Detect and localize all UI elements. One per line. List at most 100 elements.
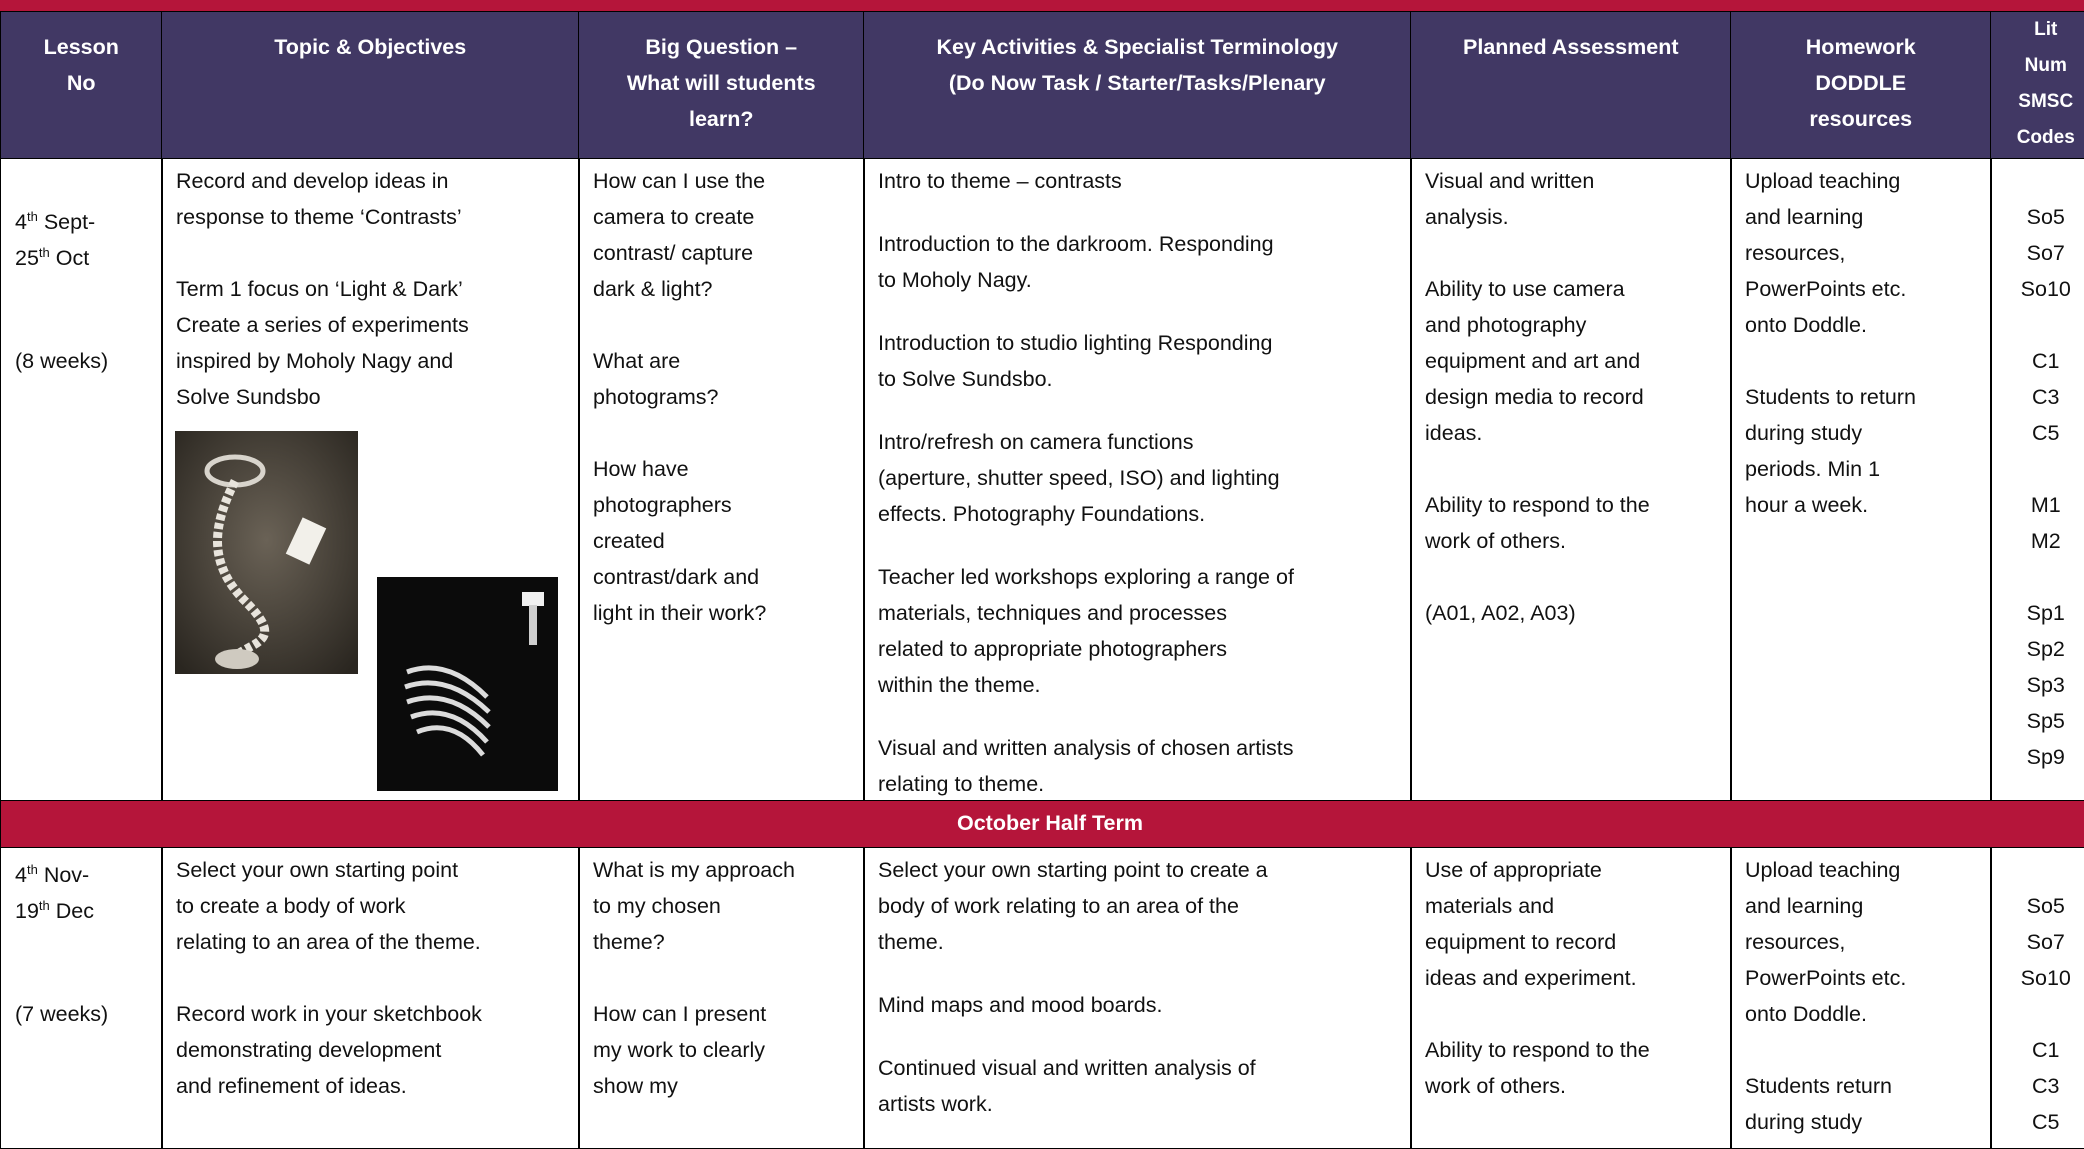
text-line: What are	[593, 349, 681, 373]
date-month: Dec	[55, 899, 94, 924]
text-line: contrast/ capture	[593, 241, 754, 265]
text-line: Term 1 focus on ‘Light & Dark’	[176, 277, 463, 301]
text-line: Select your own starting point	[176, 858, 459, 882]
text-line: Sp1	[2026, 601, 2065, 625]
paragraph: Record work in your sketchbook demonstrat…	[176, 996, 565, 1104]
text-line: Ability to use camera	[1425, 277, 1625, 301]
text-line: equipment to record	[1425, 930, 1617, 954]
text-line: Upload teaching	[1745, 858, 1901, 882]
header-cell: Big Question – What will students learn?	[578, 11, 865, 159]
text-line: Visual and written	[1425, 169, 1595, 193]
paragraph: How have photographers created contrast/dar…	[593, 451, 850, 631]
text-line: (aperture, shutter speed, ISO) and light…	[878, 466, 1280, 490]
header-line: Lesson	[43, 35, 119, 59]
text-line: body of work relating to an area of the	[878, 894, 1239, 918]
date-line: 25th Oct	[15, 235, 148, 271]
text-line: Continued visual and written analysis of	[878, 1056, 1256, 1080]
text-line: Sp3	[2026, 673, 2065, 697]
date-month: Sept-	[43, 210, 96, 235]
text-line: (A01, A02, A03)	[1425, 601, 1576, 625]
paragraph: So5 So7 So10	[2005, 888, 2084, 996]
header-line: SMSC	[2018, 91, 2074, 112]
header-line: (Do Now Task / Starter/Tasks/Plenary	[948, 71, 1326, 95]
header-line: Codes	[2016, 127, 2075, 148]
text-line: artists work.	[878, 1092, 993, 1116]
text-line: So5	[2026, 205, 2065, 229]
date-day: 4	[15, 210, 27, 235]
paragraph: Intro to theme – contrasts	[878, 163, 1397, 199]
text-line: Ability to respond to the	[1425, 493, 1650, 517]
header-line: Big Question –	[645, 35, 798, 59]
table-cell: What is my approach to my chosen theme? How…	[578, 847, 865, 1149]
text-line: Use of appropriate	[1425, 858, 1602, 882]
text-line: and photography	[1425, 313, 1587, 337]
text-line: Introduction to the darkroom. Responding	[878, 232, 1274, 256]
text-line: inspired by Moholy Nagy and	[176, 349, 454, 373]
paragraph: (A01, A02, A03)	[1425, 595, 1717, 631]
date-suffix: th	[38, 245, 50, 260]
text-line: my work to clearly	[593, 1038, 766, 1062]
table-cell: Upload teaching and learning resources, Pow…	[1730, 158, 1992, 801]
text-line: theme?	[593, 930, 665, 954]
text-line: ideas.	[1425, 421, 1483, 445]
date-day: 19	[15, 899, 39, 924]
paragraph: Introduction to the darkroom. Responding…	[878, 226, 1397, 298]
paragraph: C1 C3 C5	[2005, 343, 2084, 451]
text-line: So7	[2026, 241, 2065, 265]
text-line: Upload teaching	[1745, 169, 1901, 193]
text-line: design media to record	[1425, 385, 1644, 409]
text-line: related to appropriate photographers	[878, 637, 1228, 661]
paragraph: Ability to use camera and photography equi…	[1425, 271, 1717, 451]
text-line: resources,	[1745, 241, 1846, 265]
header-line: DODDLE	[1815, 71, 1907, 95]
text-line: Sp9	[2026, 745, 2065, 769]
text-line: to create a body of work	[176, 894, 406, 918]
table-cell: Select your own starting point to create…	[863, 847, 1412, 1149]
header-cell: Lesson No	[0, 11, 163, 159]
paragraph: M1 M2	[2005, 487, 2084, 559]
date-suffix: th	[26, 209, 38, 224]
header-cell: Homework DODDLE resources	[1730, 11, 1992, 159]
header-line: No	[66, 71, 96, 95]
text-line: So10	[2020, 966, 2071, 990]
paragraph: Students return during study	[1745, 1068, 1977, 1140]
text-line: Visual and written analysis of chosen ar…	[878, 736, 1294, 760]
text-line: Intro to theme – contrasts	[878, 169, 1122, 193]
header-line: Num	[2024, 55, 2067, 76]
header-line: Homework	[1805, 35, 1916, 59]
date-month: Nov-	[43, 863, 90, 888]
text-line: to my chosen	[593, 894, 721, 918]
photo-stripes	[377, 577, 558, 791]
text-line: Select your own starting point to create…	[878, 858, 1268, 882]
text-line: and learning	[1745, 205, 1864, 229]
paragraph: How can I present my work to clearly show …	[593, 996, 850, 1104]
date-suffix: th	[26, 862, 38, 877]
text-line: camera to create	[593, 205, 755, 229]
paragraph: Introduction to studio lighting Respondi…	[878, 325, 1397, 397]
banner-row: October Half Term	[0, 800, 2084, 848]
header-line: resources	[1809, 107, 1913, 131]
paragraph: Continued visual and written analysis of…	[878, 1050, 1397, 1122]
paragraph: Upload teaching and learning resources, Pow…	[1745, 852, 1977, 1032]
table-cell: Visual and written analysis. Ability to us…	[1410, 158, 1732, 801]
text-line: So5	[2026, 894, 2065, 918]
text-line: Ability to respond to the	[1425, 1038, 1650, 1062]
paragraph: Ability to respond to the work of others.	[1425, 1032, 1717, 1104]
text-line: work of others.	[1425, 529, 1566, 553]
paragraph: Upload teaching and learning resources, Pow…	[1745, 163, 1977, 343]
text-line: demonstrating development	[176, 1038, 442, 1062]
paragraph: Record and develop ideas in response to t…	[176, 163, 565, 235]
header-line: What will students	[626, 71, 816, 95]
text-line: show my	[593, 1074, 678, 1098]
text-line: How have	[593, 457, 689, 481]
text-line: relating to an area of the theme.	[176, 930, 481, 954]
text-line: analysis.	[1425, 205, 1509, 229]
text-line: during study	[1745, 421, 1863, 445]
header-line: Planned Assessment	[1463, 35, 1679, 59]
text-line: Mind maps and mood boards.	[878, 993, 1163, 1017]
table-cell: So5 So7 So10 C1 C3 C5 M1 M2 Sp1 Sp2 Sp3 Sp5 Sp9	[1990, 158, 2084, 801]
header-cell: Key Activities & Specialist Terminology (…	[863, 11, 1412, 159]
text-line: onto Doddle.	[1745, 313, 1867, 337]
text-line: C3	[2032, 1074, 2060, 1098]
date-day: 25	[15, 246, 39, 271]
